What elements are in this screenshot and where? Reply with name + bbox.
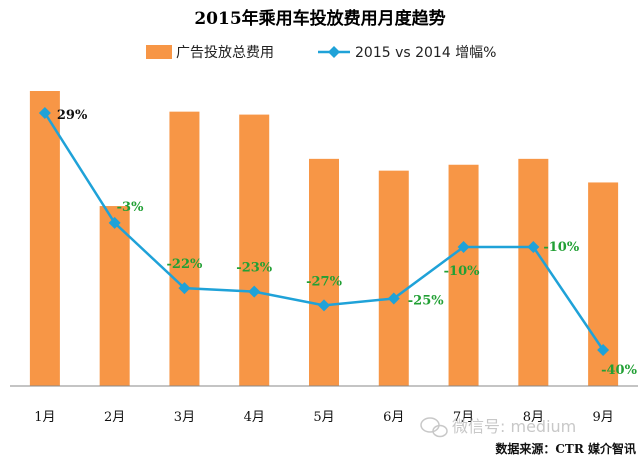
line-point-5 — [318, 299, 330, 312]
line-point-7 — [457, 240, 470, 253]
x-tick-label: 4月 — [244, 410, 265, 425]
data-label: 29% — [57, 108, 88, 123]
line-point-8 — [527, 240, 540, 253]
x-tick-label: 9月 — [592, 410, 613, 425]
x-tick-label: 3月 — [174, 410, 195, 425]
line-point-3 — [178, 282, 191, 295]
line-point-1 — [38, 107, 51, 119]
x-tick-labels: 1月 2月 3月 4月 5月 6月 7月 8月 9月 — [34, 410, 614, 425]
legend-label-line: 2015 vs 2014 增幅% — [355, 45, 497, 61]
data-label: -3% — [117, 200, 144, 215]
bar-6 — [378, 170, 409, 386]
bar-5 — [309, 158, 339, 386]
chart-title: 2015年乘用车投放费用月度趋势 — [194, 8, 445, 29]
x-tick-label: 8月 — [523, 410, 544, 425]
legend-marker-line — [328, 46, 340, 58]
watermark-text: 微信号: medium — [452, 417, 576, 436]
x-tick-label: 1月 — [34, 410, 55, 425]
x-tick-label: 2月 — [104, 410, 125, 425]
watermark: 微信号: medium — [420, 417, 576, 438]
bar-series — [29, 91, 619, 387]
x-tick-label: 6月 — [383, 410, 404, 425]
data-label: -40% — [601, 363, 637, 378]
line-series — [38, 107, 610, 356]
data-label: -22% — [167, 257, 203, 272]
legend-swatch-bar — [146, 45, 172, 59]
x-tick-label: 7月 — [453, 410, 474, 425]
data-label: -10% — [444, 264, 480, 279]
legend-label-bar: 广告投放总费用 — [176, 45, 274, 61]
data-label: -10% — [543, 240, 579, 255]
line-point-9 — [597, 344, 610, 356]
data-label: -25% — [408, 293, 444, 308]
line-point-4 — [248, 285, 261, 298]
bar-1 — [29, 91, 60, 386]
wechat-icon — [420, 417, 448, 438]
data-labels: 29%-3%-22% -23%-27%-25%-10%-10%-40% — [57, 108, 638, 378]
x-tick-label: 5月 — [313, 410, 334, 425]
bar-8 — [518, 158, 549, 386]
legend: 广告投放总费用 2015 vs 2014 增幅% — [146, 45, 497, 61]
bar-2 — [99, 206, 130, 386]
line-point-6 — [387, 292, 400, 305]
bar-4 — [239, 114, 270, 386]
bar-7 — [448, 164, 479, 386]
bar-3 — [169, 111, 200, 387]
data-label: -27% — [306, 274, 342, 289]
source-note: 数据来源：CTR 媒介智讯 — [495, 441, 636, 456]
data-label: -23% — [236, 261, 272, 276]
line-point-2 — [108, 216, 121, 229]
